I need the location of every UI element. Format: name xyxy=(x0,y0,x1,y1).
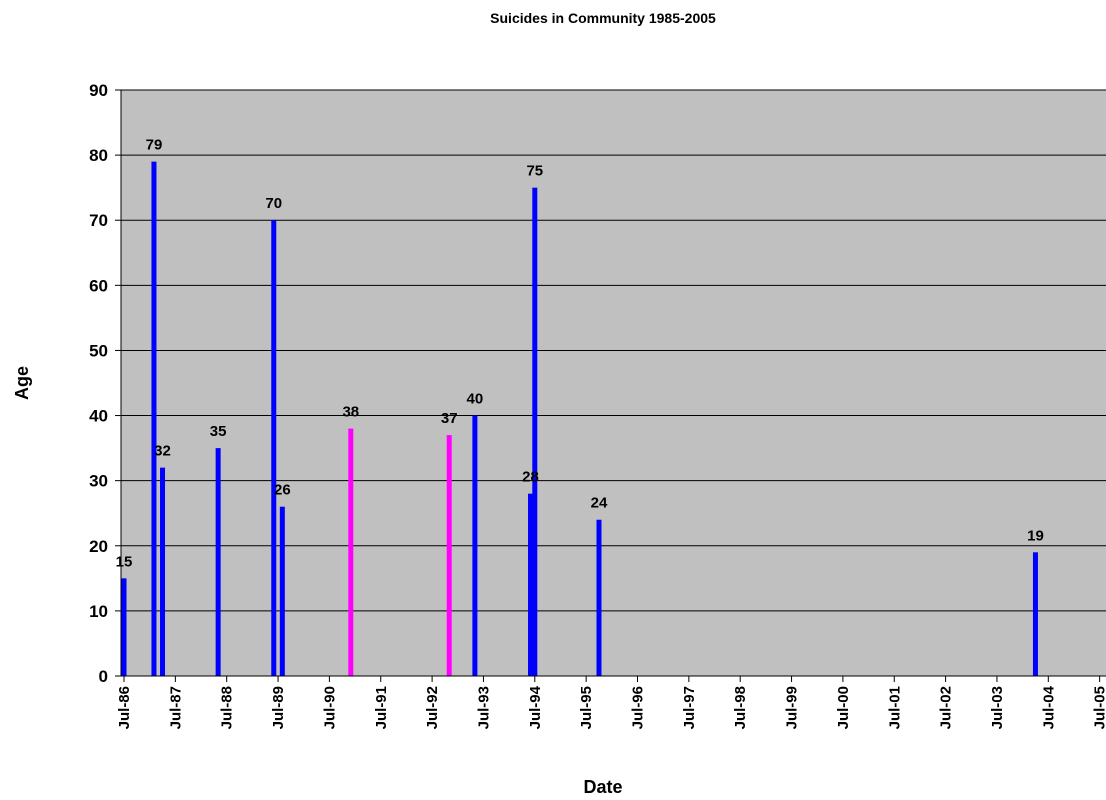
x-tick-label: Jul-97 xyxy=(681,686,698,729)
x-tick-label: Jul-03 xyxy=(989,686,1006,729)
x-tick-label: Jul-02 xyxy=(938,686,955,729)
plot-area xyxy=(121,90,1106,676)
bar xyxy=(160,467,166,676)
bar xyxy=(151,161,157,677)
bar xyxy=(596,519,602,676)
x-tick-label: Jul-87 xyxy=(167,686,184,729)
data-label: 79 xyxy=(146,137,163,154)
bars-group xyxy=(121,161,1038,677)
x-tick-label: Jul-88 xyxy=(219,686,236,729)
data-label: 40 xyxy=(467,391,484,408)
y-tick-label: 80 xyxy=(89,146,108,165)
data-label: 75 xyxy=(526,163,543,180)
bar xyxy=(121,578,127,676)
chart-title: Suicides in Community 1985-2005 xyxy=(490,10,716,26)
x-tick-label: Jul-05 xyxy=(1092,686,1106,729)
data-label: 32 xyxy=(154,443,171,460)
x-tick-label: Jul-89 xyxy=(270,686,287,729)
data-label: 38 xyxy=(342,404,359,421)
bar xyxy=(348,428,354,676)
bar xyxy=(472,415,478,676)
x-tick-label: Jul-96 xyxy=(630,686,647,729)
x-tick-label: Jul-99 xyxy=(784,686,801,729)
x-tick-label: Jul-90 xyxy=(321,686,338,729)
x-tick-label: Jul-95 xyxy=(578,686,595,729)
data-label: 26 xyxy=(274,482,291,499)
data-label: 37 xyxy=(441,410,458,427)
bar xyxy=(528,493,534,676)
x-tick-label: Jul-93 xyxy=(475,686,492,729)
bar xyxy=(532,187,538,676)
y-tick-label: 40 xyxy=(89,407,108,426)
x-tick-label: Jul-94 xyxy=(527,685,544,729)
data-label: 70 xyxy=(265,195,282,212)
x-axis-title: Date xyxy=(583,777,622,797)
y-tick-label: 0 xyxy=(99,667,108,686)
data-label: 19 xyxy=(1027,527,1044,544)
x-tick-label: Jul-01 xyxy=(886,686,903,729)
gridlines xyxy=(121,89,1106,612)
y-tick-label: 90 xyxy=(89,81,108,100)
data-label: 35 xyxy=(210,423,227,440)
x-tick-label: Jul-04 xyxy=(1040,685,1057,729)
data-label: 15 xyxy=(116,553,133,570)
data-label: 28 xyxy=(522,469,539,486)
x-tick-label: Jul-91 xyxy=(373,686,390,729)
y-axis-title: Age xyxy=(12,366,32,400)
bar xyxy=(215,448,221,676)
bar xyxy=(446,435,452,676)
x-tick-label: Jul-98 xyxy=(732,686,749,729)
bar xyxy=(279,506,285,676)
x-axis-ticks: Jul-86 Jul-87 Jul-88 Jul-89 Jul-90 Jul-91 Jul-… xyxy=(116,676,1106,729)
x-tick-label: Jul-00 xyxy=(835,686,852,729)
bar xyxy=(1032,552,1038,676)
data-label: 24 xyxy=(591,495,608,512)
bar xyxy=(271,220,277,676)
y-tick-label: 20 xyxy=(89,537,108,556)
y-tick-label: 10 xyxy=(89,602,108,621)
y-axis-ticks: 0 10 20 30 40 50 60 70 80 90 xyxy=(89,81,121,686)
y-tick-label: 60 xyxy=(89,276,108,295)
x-tick-label: Jul-86 xyxy=(116,686,133,729)
y-tick-label: 70 xyxy=(89,211,108,230)
x-tick-label: Jul-92 xyxy=(424,686,441,729)
y-tick-label: 30 xyxy=(89,472,108,491)
y-tick-label: 50 xyxy=(89,341,108,360)
data-labels-group: 15 79 32 35 70 26 38 37 40 28 75 24 19 xyxy=(116,137,1044,571)
